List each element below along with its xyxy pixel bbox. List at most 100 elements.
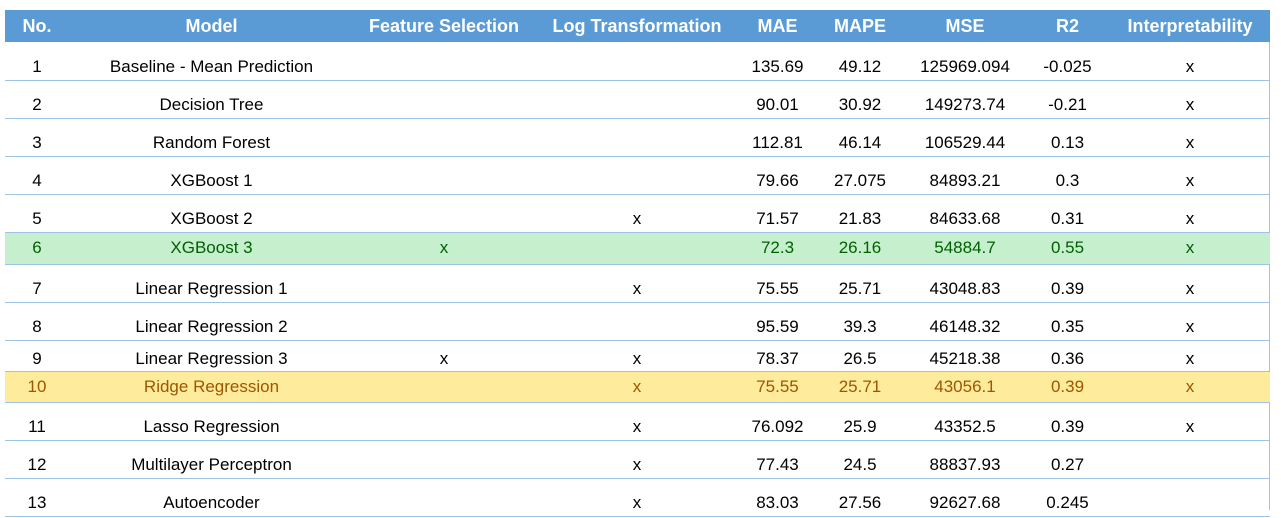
cell-interpretability: x: [1110, 118, 1270, 157]
cell-feature-selection: [354, 302, 534, 341]
cell-r2: 0.31: [1025, 194, 1110, 233]
header-log-transformation: Log Transformation: [552, 15, 722, 36]
cell-mae: 90.01: [740, 80, 815, 119]
cell-mae: 75.55: [740, 264, 815, 303]
cell-mae: 79.66: [740, 156, 815, 195]
cell-model: Autoencoder: [69, 478, 354, 517]
cell-model: Linear Regression 2: [69, 302, 354, 341]
cell-r2: 0.27: [1025, 440, 1110, 479]
cell-mape: 39.3: [815, 302, 905, 341]
cell-interpretability: x: [1110, 156, 1270, 195]
cell-feature-selection: [354, 42, 534, 81]
cell-mape: 46.14: [815, 118, 905, 157]
table-row: 6 XGBoost 3 x 72.3 26.16 54884.7 0.55 x: [5, 232, 1270, 265]
cell-mse: 43048.83: [905, 264, 1025, 303]
table-row: 4 XGBoost 1 79.66 27.075 84893.21 0.3 x: [5, 156, 1270, 195]
cell-no: 12: [5, 440, 69, 479]
cell-r2: -0.025: [1025, 42, 1110, 81]
table-row: 2 Decision Tree 90.01 30.92 149273.74 -0.21 x: [5, 80, 1270, 119]
table-row: 13 Autoencoder x 83.03 27.56 92627.68 0.245: [5, 478, 1270, 517]
cell-interpretability: x: [1110, 232, 1270, 265]
table-row: 10 Ridge Regression x 75.55 25.71 43056.1 0.39…: [5, 371, 1270, 403]
cell-mae: 71.57: [740, 194, 815, 233]
cell-mse: 84633.68: [905, 194, 1025, 233]
table-body: 1 Baseline - Mean Prediction 135.69 49.12 12…: [5, 42, 1270, 517]
cell-interpretability: [1110, 440, 1270, 479]
cell-no: 8: [5, 302, 69, 341]
cell-no: 3: [5, 118, 69, 157]
cell-r2: 0.39: [1025, 371, 1110, 403]
cell-r2: -0.21: [1025, 80, 1110, 119]
cell-interpretability: x: [1110, 340, 1270, 372]
table-row: 1 Baseline - Mean Prediction 135.69 49.12 12…: [5, 42, 1270, 81]
cell-feature-selection: x: [354, 340, 534, 372]
header-mse: MSE: [945, 15, 985, 36]
cell-no: 6: [5, 232, 69, 265]
cell-mape: 25.71: [815, 264, 905, 303]
cell-log-transformation: x: [534, 340, 740, 372]
table-row: 8 Linear Regression 2 95.59 39.3 46148.32 0.3…: [5, 302, 1270, 341]
header-feature-selection: Feature Selection: [368, 15, 520, 36]
cell-r2: 0.13: [1025, 118, 1110, 157]
cell-mae: 72.3: [740, 232, 815, 265]
header-no: No.: [22, 15, 52, 36]
cell-mape: 25.9: [815, 402, 905, 441]
cell-mse: 106529.44: [905, 118, 1025, 157]
cell-model: Linear Regression 1: [69, 264, 354, 303]
cell-log-transformation: x: [534, 264, 740, 303]
cell-mse: 92627.68: [905, 478, 1025, 517]
cell-mae: 78.37: [740, 340, 815, 372]
cell-model: Ridge Regression: [69, 371, 354, 403]
table-row: 9 Linear Regression 3 x x 78.37 26.5 45218.38 0…: [5, 340, 1270, 372]
cell-mse: 54884.7: [905, 232, 1025, 265]
cell-mae: 112.81: [740, 118, 815, 157]
cell-log-transformation: x: [534, 440, 740, 479]
cell-mape: 30.92: [815, 80, 905, 119]
cell-feature-selection: [354, 440, 534, 479]
cell-r2: 0.55: [1025, 232, 1110, 265]
table-row: 5 XGBoost 2 x 71.57 21.83 84633.68 0.31 x: [5, 194, 1270, 233]
cell-feature-selection: [354, 264, 534, 303]
cell-no: 10: [5, 371, 69, 403]
cell-mse: 45218.38: [905, 340, 1025, 372]
cell-no: 11: [5, 402, 69, 441]
cell-r2: 0.35: [1025, 302, 1110, 341]
cell-interpretability: x: [1110, 371, 1270, 403]
cell-log-transformation: [534, 156, 740, 195]
cell-log-transformation: [534, 42, 740, 81]
cell-model: Baseline - Mean Prediction: [69, 42, 354, 81]
cell-mae: 95.59: [740, 302, 815, 341]
cell-mape: 26.16: [815, 232, 905, 265]
table-row: 12 Multilayer Perceptron x 77.43 24.5 88837.9…: [5, 440, 1270, 479]
cell-interpretability: x: [1110, 302, 1270, 341]
cell-mse: 149273.74: [905, 80, 1025, 119]
cell-mape: 21.83: [815, 194, 905, 233]
cell-log-transformation: [534, 232, 740, 265]
cell-interpretability: [1110, 478, 1270, 517]
cell-model: Random Forest: [69, 118, 354, 157]
cell-log-transformation: [534, 118, 740, 157]
cell-r2: 0.36: [1025, 340, 1110, 372]
cell-r2: 0.245: [1025, 478, 1110, 517]
cell-log-transformation: x: [534, 194, 740, 233]
header-mae: MAE: [757, 15, 798, 36]
header-model: Model: [185, 15, 238, 36]
cell-mse: 43056.1: [905, 371, 1025, 403]
table-row: 3 Random Forest 112.81 46.14 106529.44 0.13 x: [5, 118, 1270, 157]
cell-model: XGBoost 1: [69, 156, 354, 195]
cell-no: 7: [5, 264, 69, 303]
cell-interpretability: x: [1110, 194, 1270, 233]
cell-mae: 83.03: [740, 478, 815, 517]
cell-model: Linear Regression 3: [69, 340, 354, 372]
cell-model: Multilayer Perceptron: [69, 440, 354, 479]
cell-model: XGBoost 2: [69, 194, 354, 233]
cell-model: XGBoost 3: [69, 232, 354, 265]
cell-model: Lasso Regression: [69, 402, 354, 441]
cell-mape: 24.5: [815, 440, 905, 479]
cell-log-transformation: [534, 80, 740, 119]
cell-no: 13: [5, 478, 69, 517]
cell-no: 5: [5, 194, 69, 233]
cell-model: Decision Tree: [69, 80, 354, 119]
cell-feature-selection: [354, 156, 534, 195]
cell-log-transformation: x: [534, 371, 740, 403]
